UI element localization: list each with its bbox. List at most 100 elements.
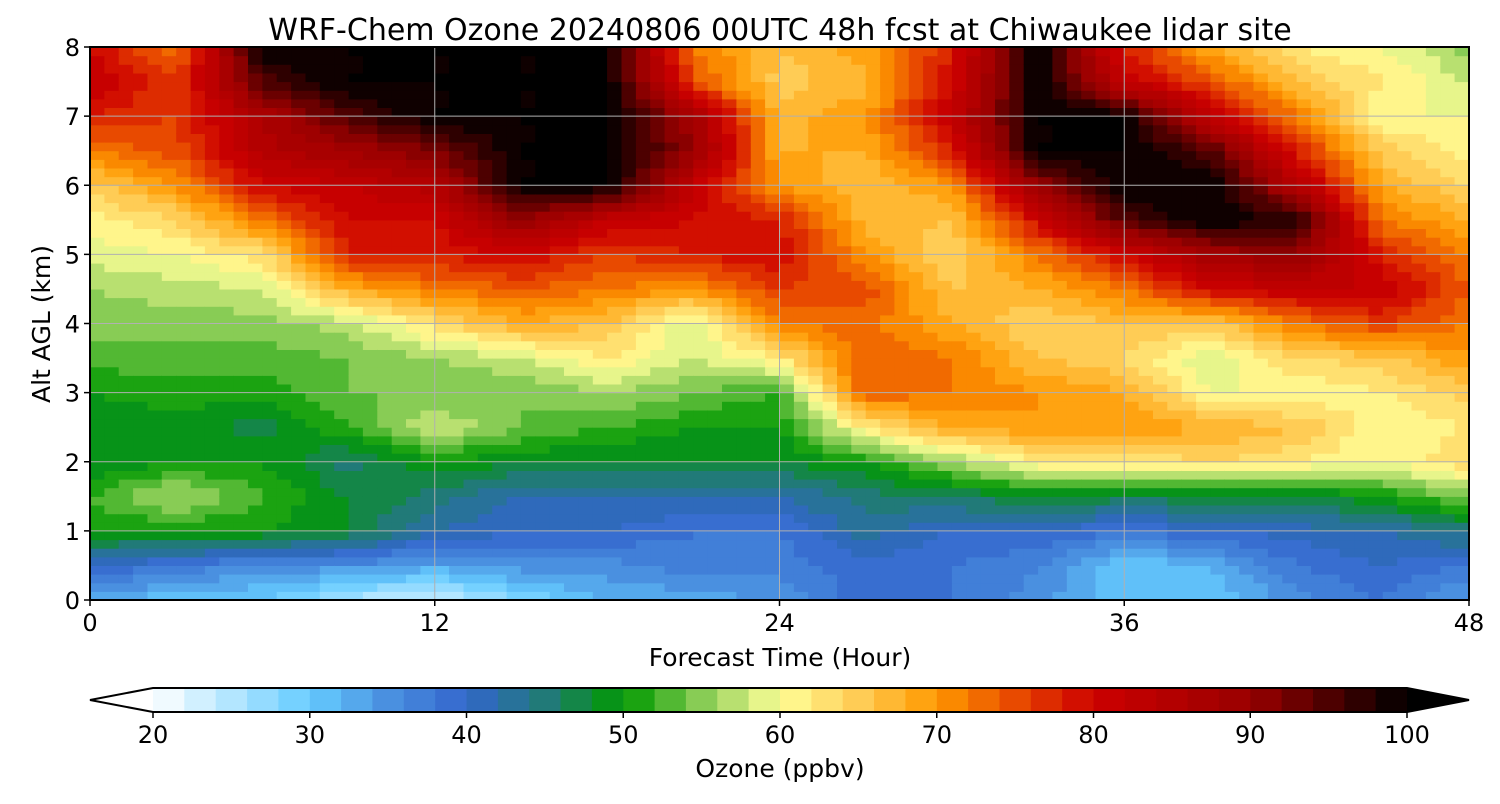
contour-cell (923, 556, 939, 566)
contour-cell (822, 263, 838, 273)
contour-cell (1066, 530, 1082, 541)
contour-cell (750, 582, 766, 592)
contour-cell (1023, 81, 1039, 91)
contour-cell (262, 107, 278, 117)
contour-cell (736, 358, 752, 368)
contour-cell (190, 375, 206, 385)
contour-cell (118, 306, 134, 316)
contour-cell (765, 306, 781, 316)
contour-cell (564, 124, 579, 134)
contour-cell (951, 202, 967, 212)
contour-cell (937, 435, 953, 445)
contour-cell (463, 271, 479, 281)
contour-cell (377, 461, 393, 471)
contour-cell (1124, 116, 1140, 126)
contour-cell (937, 340, 953, 350)
contour-cell (564, 47, 579, 57)
contour-cell (104, 81, 120, 91)
contour-cell (262, 401, 278, 411)
contour-cell (348, 349, 364, 359)
contour-cell (621, 539, 637, 549)
contour-cell (908, 332, 924, 342)
contour-cell (219, 539, 235, 549)
contour-cell (621, 487, 637, 497)
contour-cell (1066, 245, 1082, 255)
contour-cell (678, 401, 694, 411)
contour-cell (1066, 90, 1082, 100)
contour-cell (678, 263, 694, 273)
contour-cell (434, 47, 450, 57)
contour-cell (176, 418, 192, 428)
contour-cell (348, 435, 364, 445)
contour-cell (750, 453, 766, 463)
contour-cell (147, 124, 163, 134)
contour-cell (951, 168, 967, 178)
contour-cell (348, 375, 364, 385)
contour-cell (1095, 193, 1111, 204)
contour-cell (319, 461, 335, 471)
contour-cell (506, 366, 522, 376)
contour-cell (506, 211, 522, 221)
contour-cell (463, 306, 479, 316)
contour-cell (808, 496, 824, 506)
contour-cell (908, 392, 924, 402)
contour-cell (434, 176, 450, 186)
contour-cell (980, 340, 996, 350)
contour-cell (1038, 202, 1054, 212)
contour-cell (1138, 574, 1154, 584)
contour-cell (808, 98, 824, 108)
contour-cell (161, 176, 177, 186)
contour-cell (506, 116, 522, 126)
contour-cell (477, 332, 493, 342)
contour-cell (334, 159, 350, 169)
contour-cell (808, 479, 824, 489)
contour-cell (693, 142, 709, 152)
contour-cell (592, 487, 608, 497)
contour-cell (1095, 427, 1111, 437)
contour-cell (147, 228, 163, 238)
contour-cell (420, 513, 436, 523)
contour-cell (564, 539, 579, 549)
contour-cell (305, 384, 321, 394)
contour-cell (133, 323, 149, 333)
contour-cell (793, 142, 809, 152)
contour-cell (779, 245, 795, 255)
contour-cell (362, 98, 378, 108)
contour-cell (1081, 142, 1097, 152)
contour-cell (822, 461, 838, 471)
contour-cell (865, 565, 881, 575)
contour-cell (1109, 496, 1125, 506)
contour-cell (348, 314, 364, 325)
contour-cell (592, 435, 608, 445)
contour-cell (765, 64, 781, 74)
contour-cell (535, 263, 551, 273)
contour-cell (233, 418, 249, 428)
contour-cell (535, 314, 551, 325)
contour-cell (592, 401, 608, 411)
contour-cell (908, 358, 924, 368)
contour-cell (1124, 444, 1140, 454)
contour-cell (1181, 487, 1197, 497)
contour-cell (923, 280, 939, 290)
contour-cell (966, 271, 982, 281)
contour-cell (520, 332, 536, 342)
contour-cell (1167, 340, 1183, 350)
contour-cell (406, 582, 421, 592)
contour-cell (133, 116, 149, 126)
contour-cell (880, 366, 896, 376)
contour-cell (722, 435, 737, 445)
contour-cell (650, 548, 666, 558)
contour-cell (449, 349, 465, 359)
contour-cell (951, 487, 967, 497)
contour-cell (664, 444, 680, 454)
contour-cell (793, 453, 809, 463)
contour-cell (750, 565, 766, 575)
contour-cell (219, 107, 235, 117)
contour-cell (592, 271, 608, 281)
contour-cell (880, 427, 896, 437)
contour-cell (406, 306, 421, 316)
contour-cell (463, 539, 479, 549)
contour-cell (291, 366, 307, 376)
contour-cell (406, 358, 421, 368)
contour-cell (133, 64, 149, 74)
